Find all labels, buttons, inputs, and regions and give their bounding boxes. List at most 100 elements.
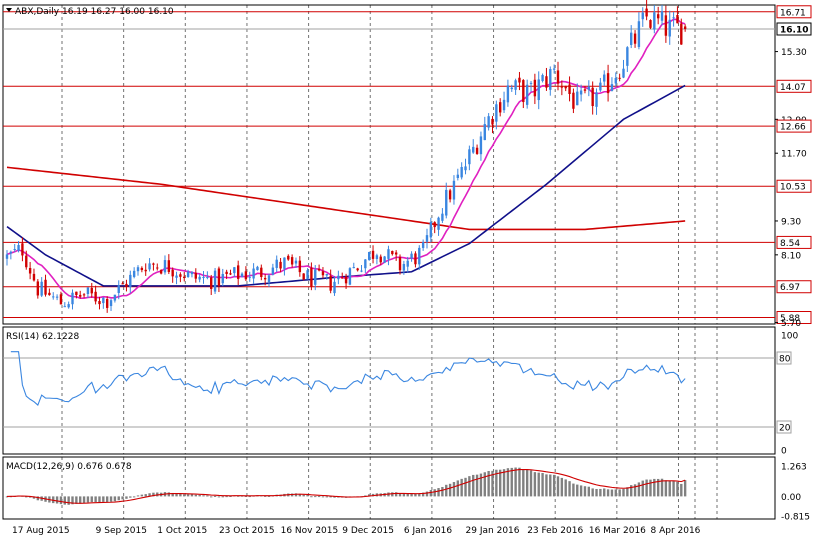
candle-body [75, 291, 78, 295]
macd-bar [183, 494, 186, 497]
candle-body [514, 80, 517, 90]
candle-body [464, 166, 467, 171]
macd-bar [499, 469, 502, 497]
macd-bar [394, 492, 398, 497]
candle-body [425, 235, 429, 242]
candle-body [502, 99, 506, 111]
macd-bar [202, 495, 205, 497]
macd-bar [660, 478, 664, 497]
macd-bar [614, 489, 617, 497]
macd-bar [572, 483, 575, 497]
price-axis-label: 15.30 [781, 48, 807, 58]
dropdown-icon[interactable] [6, 8, 12, 12]
macd-bar [298, 493, 302, 497]
macd-bar [487, 471, 490, 497]
candle-body [572, 92, 575, 109]
candle-body [683, 26, 687, 29]
candle-body [656, 14, 660, 19]
macd-bar [190, 494, 194, 497]
macd-bar [125, 496, 128, 499]
price-tag-box [776, 179, 812, 193]
macd-bar [618, 489, 621, 497]
candle-body [28, 267, 32, 274]
candle-body [437, 217, 440, 230]
macd-bar [525, 469, 529, 497]
candle-body [267, 275, 271, 282]
candle-body [210, 277, 213, 289]
candle-body [356, 268, 359, 271]
candle-body [564, 85, 567, 89]
candle-body [545, 76, 548, 88]
x-tick-label: 6 Jan 2016 [404, 526, 452, 536]
macd-bar [506, 468, 510, 497]
macd-bar [333, 496, 336, 498]
macd-bar [148, 493, 151, 497]
macd-bar [325, 496, 329, 498]
candle-body [541, 75, 544, 82]
macd-bar [533, 472, 537, 497]
candle-body [287, 255, 290, 260]
candle-body [579, 90, 583, 95]
macd-bar [55, 496, 59, 504]
macd-bar [510, 467, 513, 497]
candle-body [556, 70, 560, 84]
macd-bar [132, 496, 136, 498]
candle-body [402, 264, 406, 271]
candle-body [325, 273, 329, 276]
price-tag-label: 5.88 [780, 314, 800, 324]
macd-bar [595, 488, 598, 497]
macd-bar [314, 496, 317, 498]
candle-body [522, 80, 525, 103]
macd-bar [98, 496, 101, 503]
candle-body [321, 271, 325, 276]
candle-body [125, 283, 128, 288]
macd-bar [186, 494, 190, 497]
macd-bar [198, 495, 201, 497]
candle-body [348, 268, 352, 285]
macd-bar [429, 490, 433, 497]
x-tick-label: 16 Nov 2015 [281, 526, 339, 536]
candle-body [186, 271, 190, 277]
candle-body [618, 77, 621, 79]
macd-bar [317, 496, 321, 498]
macd-bar [599, 488, 602, 497]
candle-body [17, 245, 20, 251]
candle-body [352, 267, 355, 269]
candle-body [86, 287, 90, 295]
candle-body [129, 274, 132, 288]
macd-bar [414, 494, 417, 497]
macd-bar [263, 495, 267, 497]
candle-body [36, 281, 40, 296]
macd-bar [468, 476, 471, 497]
macd-bar [144, 494, 147, 497]
candle-body [190, 271, 194, 275]
macd-bar [59, 496, 63, 505]
macd-axis-label: 0.00 [781, 493, 801, 503]
candle-body [306, 270, 309, 280]
candle-body [152, 263, 155, 265]
candle-body [121, 283, 124, 285]
candle-body [610, 84, 614, 91]
macd-bar [456, 480, 460, 497]
rsi-line [10, 351, 686, 406]
candle-body [310, 267, 313, 287]
candle-body [183, 276, 186, 278]
candle-body [13, 249, 16, 251]
macd-bar [491, 470, 494, 497]
candle-body [445, 189, 448, 216]
macd-bar [175, 493, 178, 497]
candle-body [603, 74, 606, 82]
macd-bar [622, 488, 625, 497]
price-tag: 14.07 [776, 79, 812, 93]
candle-body [460, 166, 463, 178]
candle-body [317, 268, 321, 271]
candle-body [410, 253, 413, 259]
macd-bar [433, 489, 436, 497]
candle-body [448, 190, 452, 200]
candle-body [599, 82, 602, 91]
candle-body [240, 273, 244, 277]
macd-bar [32, 496, 36, 499]
macd-bar [105, 496, 109, 503]
candle-body [283, 257, 286, 269]
